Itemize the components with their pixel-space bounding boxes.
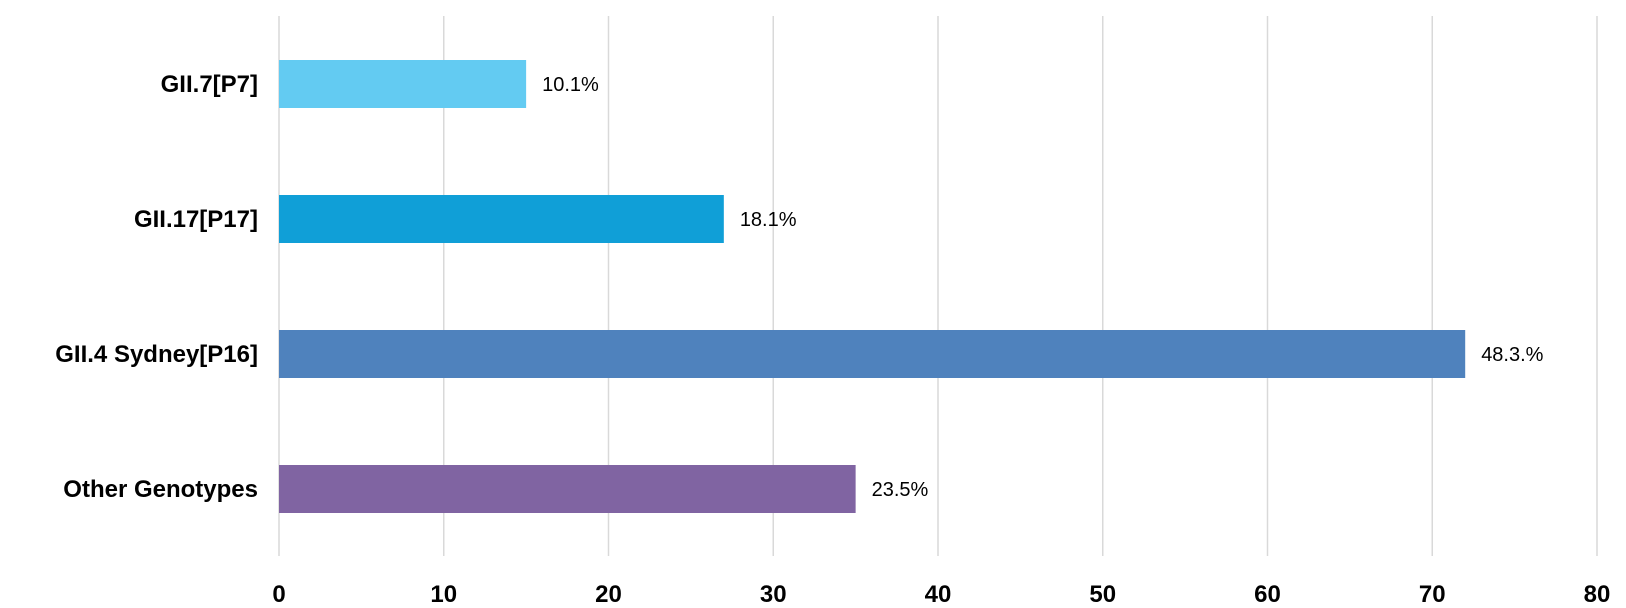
bars: [279, 60, 1466, 513]
x-tick-label: 20: [595, 581, 622, 608]
x-tick-label: 50: [1089, 581, 1116, 608]
bar: [279, 330, 1466, 378]
x-tick-label: 80: [1584, 581, 1611, 608]
data-label: 48.3.%: [1481, 344, 1543, 366]
x-tick-label: 0: [272, 581, 285, 608]
category-label: GII.17[P17]: [134, 206, 258, 233]
labels: 0 10 20 30 40 50 60 70 80 GII.7[P7] 10.1% GII.17[P1…: [55, 71, 1610, 608]
category-label: Other Genotypes: [63, 476, 258, 503]
x-tick-label: 30: [760, 581, 787, 608]
bar: [279, 60, 527, 108]
x-tick-label: 40: [925, 581, 952, 608]
category-label: GII.4 Sydney[P16]: [55, 341, 258, 368]
category-label: GII.7[P7]: [161, 71, 258, 98]
x-tick-label: 10: [430, 581, 457, 608]
bar: [279, 465, 856, 513]
x-tick-label: 60: [1254, 581, 1281, 608]
data-label: 10.1%: [542, 74, 599, 96]
data-label: 23.5%: [872, 479, 929, 501]
bar: [279, 195, 724, 243]
data-label: 18.1%: [740, 209, 797, 231]
x-tick-label: 70: [1419, 581, 1446, 608]
